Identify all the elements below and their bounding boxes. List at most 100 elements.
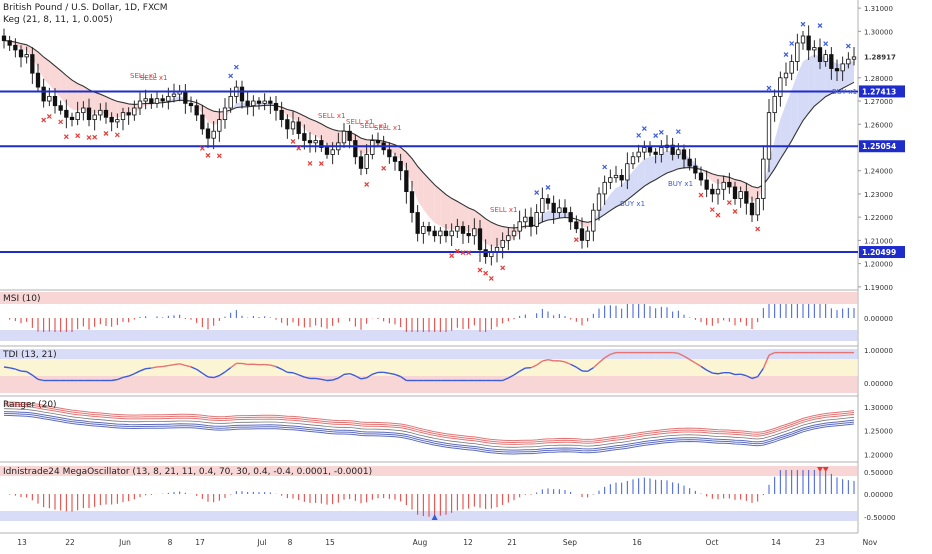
- time-tick-label: Jun: [118, 538, 131, 547]
- candle-body: [25, 55, 28, 57]
- candle-body: [478, 229, 481, 250]
- candle-body: [229, 96, 232, 108]
- candle-body: [246, 101, 249, 106]
- candle-body: [677, 150, 680, 155]
- band-fill: [423, 173, 429, 217]
- candle-body: [286, 120, 289, 129]
- candle-body: [456, 226, 459, 231]
- ranger-label[interactable]: Ranger (20): [3, 400, 57, 410]
- tdi-axis-label: 0.00000: [864, 380, 893, 388]
- tdi-mid-zone: [0, 359, 858, 376]
- candle-body: [711, 189, 714, 194]
- candle-body: [716, 189, 719, 194]
- candle-body: [552, 203, 555, 212]
- candle-body: [410, 192, 413, 213]
- time-tick-label: 14: [771, 538, 781, 547]
- candle-body: [427, 226, 430, 231]
- candle-body: [133, 108, 136, 115]
- time-tick-label: 13: [17, 538, 27, 547]
- candle-body: [779, 78, 782, 97]
- candle-body: [682, 150, 685, 159]
- candle-body: [524, 217, 527, 222]
- band-fill: [446, 195, 452, 230]
- candle-body: [155, 99, 158, 104]
- tdi-line: [673, 353, 679, 354]
- candle-body: [422, 226, 425, 233]
- candle-body: [82, 108, 85, 113]
- candle-body: [688, 159, 691, 166]
- price-level-badge-text: 1.25054: [862, 142, 896, 151]
- candle-body: [767, 113, 770, 159]
- candle-body: [739, 192, 742, 199]
- candle-body: [847, 59, 850, 64]
- candle-body: [388, 150, 391, 157]
- candle-body: [467, 233, 470, 235]
- candle-body: [257, 101, 260, 103]
- buy-signal-label: BUY x1: [668, 180, 693, 188]
- band-fill: [491, 222, 497, 246]
- candle-body: [184, 92, 187, 104]
- candle-body: [694, 166, 697, 173]
- candle-body: [365, 154, 368, 168]
- tdi-lower-zone: [0, 376, 858, 393]
- tdi-line: [208, 377, 214, 378]
- tdi-label[interactable]: TDI (13, 21): [3, 350, 57, 360]
- band-fill: [814, 54, 820, 106]
- price-tick-label: 1.27000: [864, 98, 893, 106]
- candle-body: [830, 55, 833, 69]
- time-tick-label: 12: [463, 538, 473, 547]
- sell-signal-label: SELL x1: [318, 112, 346, 120]
- candle-body: [121, 113, 124, 120]
- mega-axis-label: 0.50000: [864, 469, 893, 477]
- candle-body: [580, 229, 583, 241]
- candle-body: [8, 41, 11, 46]
- tdi-line: [384, 372, 390, 373]
- candle-body: [631, 157, 634, 164]
- candle-body: [699, 173, 702, 180]
- candle-body: [354, 141, 357, 157]
- price-tick-label: 1.21000: [864, 237, 893, 245]
- time-tick-label: Aug: [413, 538, 428, 547]
- candle-body: [167, 96, 170, 101]
- candle-body: [507, 236, 510, 241]
- candle-body: [762, 159, 765, 198]
- msi-upper-zone: [0, 292, 858, 304]
- band-fill: [486, 219, 492, 247]
- indicator-legend[interactable]: Keg (21, 8, 11, 1, 0.005): [3, 15, 113, 25]
- candle-body: [371, 141, 374, 155]
- time-tick-label: 8: [168, 538, 173, 547]
- price-tick-label: 1.30000: [864, 28, 893, 36]
- candle-body: [53, 96, 56, 105]
- time-tick-label: 8: [288, 538, 293, 547]
- candle-body: [756, 199, 759, 215]
- tdi-line: [712, 373, 718, 374]
- candle-body: [722, 182, 725, 189]
- candle-body: [31, 55, 34, 74]
- candle-body: [342, 131, 345, 143]
- msi-label[interactable]: MSI (10): [3, 294, 40, 304]
- symbol-title[interactable]: British Pound / U.S. Dollar, 1D, FXCM: [3, 3, 168, 13]
- band-fill: [78, 84, 84, 111]
- band-fill: [112, 99, 118, 117]
- candle-body: [824, 55, 827, 62]
- mega-oscillator-label[interactable]: Idnistrade24 MegaOscillator (13, 8, 21, …: [3, 467, 372, 477]
- buy-signal-label: BUY x1: [620, 200, 645, 208]
- band-fill: [650, 156, 656, 183]
- candle-body: [263, 101, 266, 103]
- price-level-badge-text: 1.20499: [862, 248, 896, 257]
- candle-body: [93, 115, 96, 120]
- price-tick-label: 1.31000: [864, 5, 893, 13]
- candle-body: [19, 50, 22, 57]
- candle-body: [818, 48, 821, 62]
- candle-body: [801, 36, 804, 43]
- tdi-line: [242, 363, 248, 364]
- band-fill: [656, 153, 662, 180]
- candle-body: [433, 231, 436, 236]
- mega-axis-label: 0.00000: [864, 491, 893, 499]
- band-fill: [435, 185, 441, 226]
- candle-body: [314, 141, 317, 143]
- candle-body: [705, 180, 708, 189]
- candle-body: [569, 213, 572, 222]
- candle-body: [835, 69, 838, 71]
- mega-axis-label: -0.50000: [864, 514, 895, 522]
